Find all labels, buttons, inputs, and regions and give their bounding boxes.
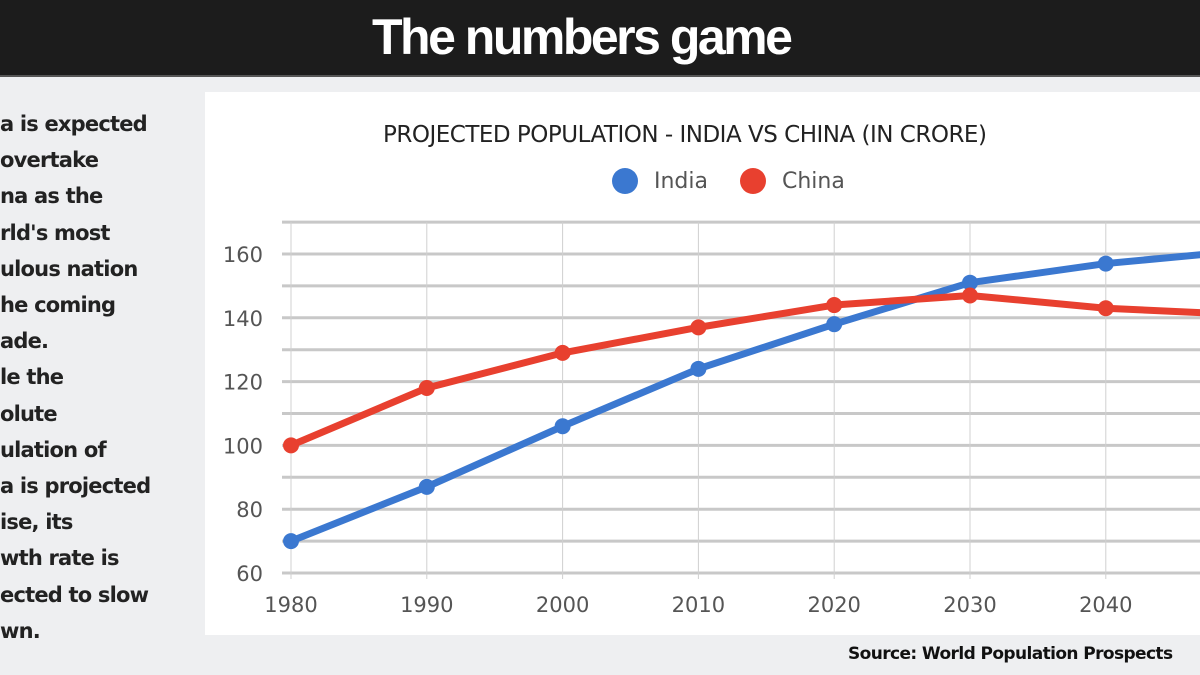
data-point-china — [962, 287, 978, 304]
x-tick-label: 1990 — [400, 593, 453, 617]
blurb-line: ected to slow — [0, 582, 149, 607]
data-point-india — [962, 274, 978, 291]
data-point-india — [283, 533, 299, 550]
legend-label-china: China — [782, 168, 845, 194]
data-point-china — [554, 344, 571, 361]
legend-item-china: China — [740, 168, 845, 194]
data-point-china — [690, 319, 707, 336]
data-point-china — [283, 437, 299, 454]
source-note: Source: World Population Prospects — [848, 644, 1173, 664]
page-title: The numbers game — [372, 9, 793, 65]
y-tick-label: 100 — [223, 434, 263, 458]
legend: India China — [612, 168, 877, 194]
blurb-line: rld's most — [0, 220, 110, 245]
blurb-line: na as the — [0, 184, 103, 209]
x-tick-label: 1980 — [264, 593, 317, 617]
series-line-india — [289, 251, 1200, 545]
blurb-line: olute — [0, 401, 58, 426]
legend-item-india: India — [612, 168, 708, 194]
blurb-line: le the — [0, 365, 64, 390]
x-tick-label: 2020 — [807, 593, 860, 617]
blurb-text: a is expected overtake na as the rld's most… — [0, 106, 205, 649]
data-point-india — [554, 418, 571, 435]
blurb-line: a is expected — [0, 112, 148, 136]
data-point-china — [1097, 300, 1114, 317]
y-tick-label: 80 — [236, 498, 263, 522]
header-bar: The numbers game — [0, 0, 1200, 77]
x-tick-label: 2030 — [943, 593, 996, 617]
x-tick-label: 2040 — [1079, 593, 1132, 617]
blurb-line: ulous nation — [0, 256, 138, 281]
chart-title: PROJECTED POPULATION - INDIA VS CHINA (I… — [383, 122, 987, 148]
blurb-line: a is projected — [0, 474, 151, 499]
y-tick-label: 60 — [236, 562, 263, 586]
data-point-china — [418, 379, 435, 396]
legend-dot-china — [740, 168, 766, 194]
legend-dot-india — [612, 168, 638, 194]
x-tick-label: 2000 — [536, 593, 589, 617]
blurb-line: wn. — [0, 618, 41, 643]
blurb-line: ade. — [0, 329, 49, 354]
x-tick-label: 2010 — [672, 593, 725, 617]
data-point-india — [690, 360, 707, 377]
blurb-line: ulation of — [0, 437, 107, 462]
y-tick-label: 140 — [223, 307, 263, 331]
blurb-line: ise, its — [0, 510, 73, 535]
data-point-india — [826, 316, 843, 333]
legend-label-india: India — [654, 168, 708, 194]
blurb-line: overtake — [0, 148, 99, 173]
blurb-line: wth rate is — [0, 546, 120, 571]
y-tick-label: 120 — [223, 371, 263, 395]
series-line-china — [289, 291, 1200, 449]
y-tick-label: 160 — [223, 243, 263, 267]
data-point-india — [418, 478, 435, 495]
blurb-line: he coming — [0, 293, 116, 318]
data-point-india — [1097, 255, 1114, 272]
data-point-china — [826, 297, 843, 314]
